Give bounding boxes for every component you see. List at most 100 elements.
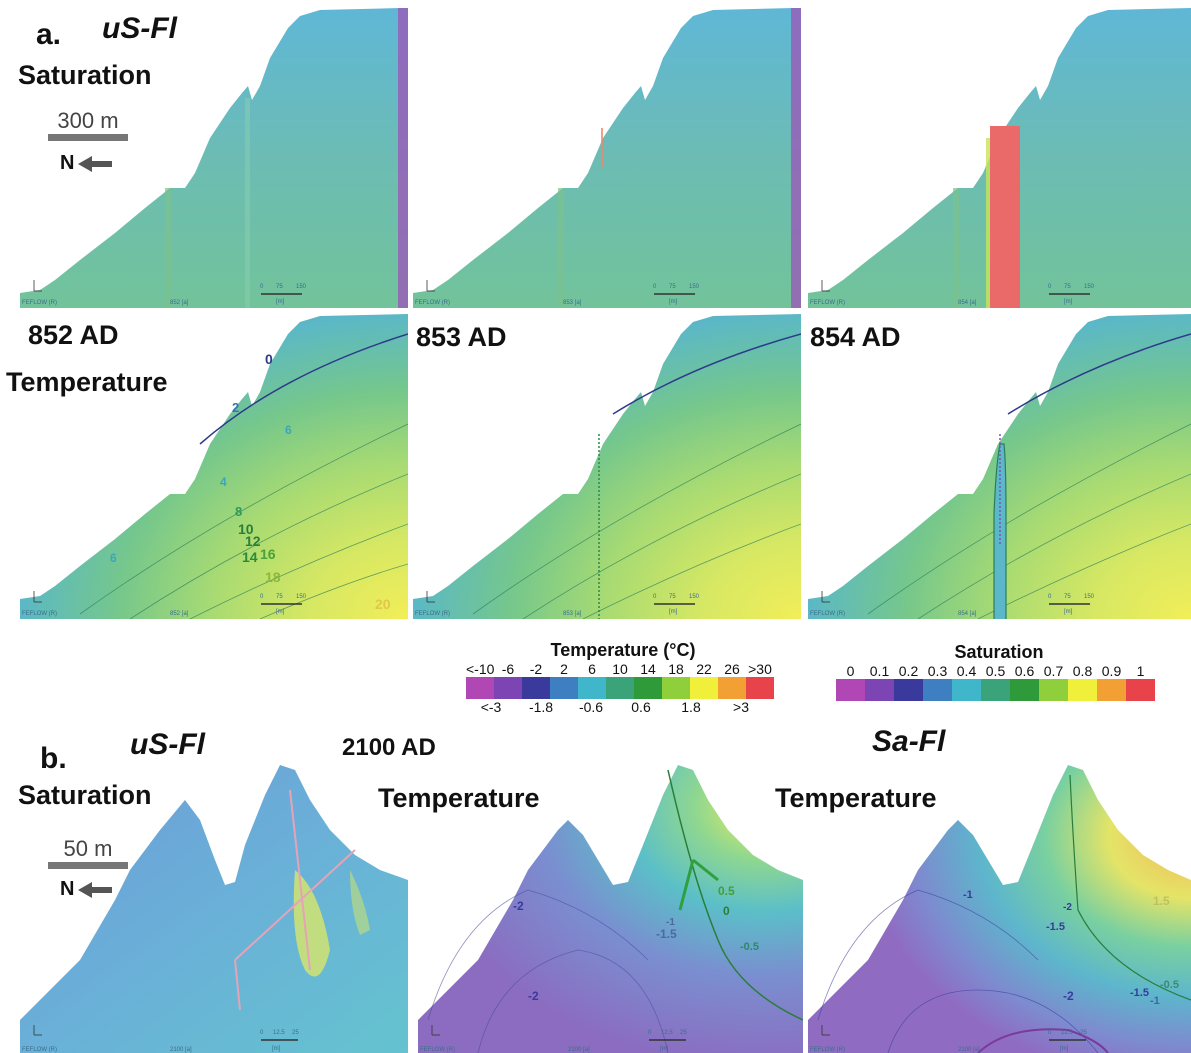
temperature-legend-tick: -2 [529, 661, 543, 677]
saturation-legend-swatch [894, 679, 923, 701]
panel-year-text: 2100 [a] [170, 1047, 192, 1053]
saturation-legend-tick: 0.6 [1014, 663, 1035, 679]
scale-tick-2: 150 [296, 594, 307, 600]
temperature-legend: Temperature (°C) <-10 -6 -2 2 6 10 14 18 22 26 >30… [466, 640, 780, 715]
scale-tick-0: 0 [653, 594, 657, 600]
mini-scalebar: 0 75 150 [m] [1048, 594, 1095, 615]
feflow-text: FEFLOW (R) [420, 1047, 455, 1053]
temperature-legend-tick: 14 [640, 661, 656, 677]
saturation-legend-swatch [836, 679, 865, 701]
contour-label: -0.5 [740, 941, 759, 953]
temperature-legend-swatch [466, 677, 494, 699]
wet-streak [601, 128, 603, 168]
temperature-legend-tick: 22 [696, 661, 712, 677]
contour-label: -1.5 [1130, 987, 1149, 999]
contour-label: 20 [375, 596, 391, 612]
contour-label: 0.5 [718, 884, 735, 898]
temperature-legend-tick: 18 [668, 661, 684, 677]
scale-tick-1: 75 [669, 594, 676, 600]
isotherm-lines [817, 889, 1099, 1053]
boundary-strip [398, 8, 408, 308]
section-b-model-right: Sa-Fl [872, 725, 946, 758]
section-a-scale-text: 300 m [57, 108, 119, 133]
mini-scalebar: 0 12.5 25 [m] [260, 1030, 299, 1052]
wet-streak [558, 188, 564, 308]
scale-tick-1: 12.5 [273, 1030, 285, 1036]
contour-label: 6 [110, 551, 117, 565]
section-b-letter: b. [40, 742, 67, 775]
temperature-legend-bottom-tick: 0.6 [631, 699, 651, 715]
contour-label: 12 [245, 533, 261, 549]
section-b-scale-text: 50 m [63, 836, 113, 861]
saturation-legend-swatch [865, 679, 894, 701]
contour-label: 10 [238, 521, 254, 537]
temperature-legend-swatch [690, 677, 718, 699]
scale-tick-0: 0 [1048, 1030, 1052, 1036]
wet-streak [165, 188, 171, 308]
temperature-legend-tick: -6 [501, 661, 515, 677]
panel-year-text: 2100 [a] [568, 1047, 590, 1053]
section-b-saturation-label: Saturation [18, 780, 152, 810]
contour-label: -1 [666, 917, 675, 928]
contour-label: 0 [265, 351, 273, 367]
scale-unit: [m] [276, 299, 285, 305]
panel-year-text: 853 [a] [563, 300, 582, 306]
temperature-panel-852: 0 2 4 6 6 8 10 12 14 16 18 20 FEFLOW (R)… [20, 314, 408, 619]
temperature-legend-swatch [662, 677, 690, 699]
temperature-legend-swatches [466, 677, 780, 699]
temperature-legend-tick: 10 [612, 661, 628, 677]
saturation-legend-swatches [836, 679, 1162, 701]
saturation-legend-swatch [1097, 679, 1126, 701]
isotherm-zero [1069, 774, 1191, 1001]
saturated-zone [990, 126, 1020, 308]
saturation-legend-tick: 0.9 [1101, 663, 1122, 679]
section-b-scale-bar [48, 862, 128, 869]
saturation-legend-swatch [1010, 679, 1039, 701]
temperature-legend-tick: >30 [748, 661, 772, 677]
temperature-legend-bottom-tick: -0.6 [578, 699, 604, 715]
saturation-legend-swatch [1068, 679, 1097, 701]
mini-scalebar: 0 75 150 [m] [260, 594, 307, 615]
feflow-text: FEFLOW (R) [810, 611, 845, 617]
scale-unit: [m] [1064, 299, 1073, 305]
panel-year-text: 854 [a] [958, 300, 977, 306]
temperature-legend-swatch [606, 677, 634, 699]
temperature-legend-bottom-tick: <-3 [480, 699, 502, 715]
temperature-legend-bottom-tick: >3 [733, 699, 749, 715]
saturation-legend-swatch [1126, 679, 1155, 701]
coordinate-axes-icon [821, 591, 830, 603]
mini-scalebar: 0 75 150 [m] [260, 284, 307, 305]
saturation-legend-swatch [952, 679, 981, 701]
contour-label: -2 [1063, 902, 1072, 913]
temperature-panel-2100-safl: -1 -1.5 -2 -1.5 -1 -0.5 1.5 -2 FEFLOW (R… [808, 765, 1191, 1053]
isotherm-lines [472, 423, 801, 619]
saturation-panel-854: FEFLOW (R) 854 [a] 0 75 150 [m] [808, 8, 1191, 308]
scale-tick-2: 150 [689, 284, 700, 290]
temperature-legend-tick: 2 [560, 661, 568, 677]
terrain-surface [20, 314, 408, 619]
contour-label: -1 [963, 889, 973, 901]
feflow-text: FEFLOW (R) [415, 611, 450, 617]
year-label-854: 854 AD [810, 322, 901, 352]
scale-tick-0: 0 [260, 1030, 264, 1036]
coordinate-axes-icon [426, 280, 435, 292]
mini-scalebar: 0 75 150 [m] [653, 284, 700, 305]
feflow-text: FEFLOW (R) [415, 300, 450, 306]
contour-label: -1.5 [1046, 921, 1065, 933]
feflow-text: FEFLOW (R) [22, 1047, 57, 1053]
saturation-legend-tick: 1 [1136, 663, 1145, 679]
coordinate-axes-icon [33, 591, 42, 603]
scale-tick-0: 0 [260, 284, 264, 290]
scale-unit: [m] [1060, 1046, 1069, 1052]
section-b-year: 2100 AD [342, 734, 436, 761]
coordinate-axes-icon [821, 1025, 830, 1036]
mini-scalebar: 0 75 150 [m] [1048, 284, 1095, 305]
scale-unit: [m] [276, 609, 285, 615]
terrain-surface [808, 765, 1191, 1053]
panel-year-text: 852 [a] [170, 611, 189, 617]
feflow-text: FEFLOW (R) [22, 611, 57, 617]
coordinate-axes-icon [426, 591, 435, 603]
temperature-legend-swatch [522, 677, 550, 699]
section-a-scale-bar [48, 134, 128, 141]
section-b-model-left: uS-Fl [130, 728, 205, 761]
